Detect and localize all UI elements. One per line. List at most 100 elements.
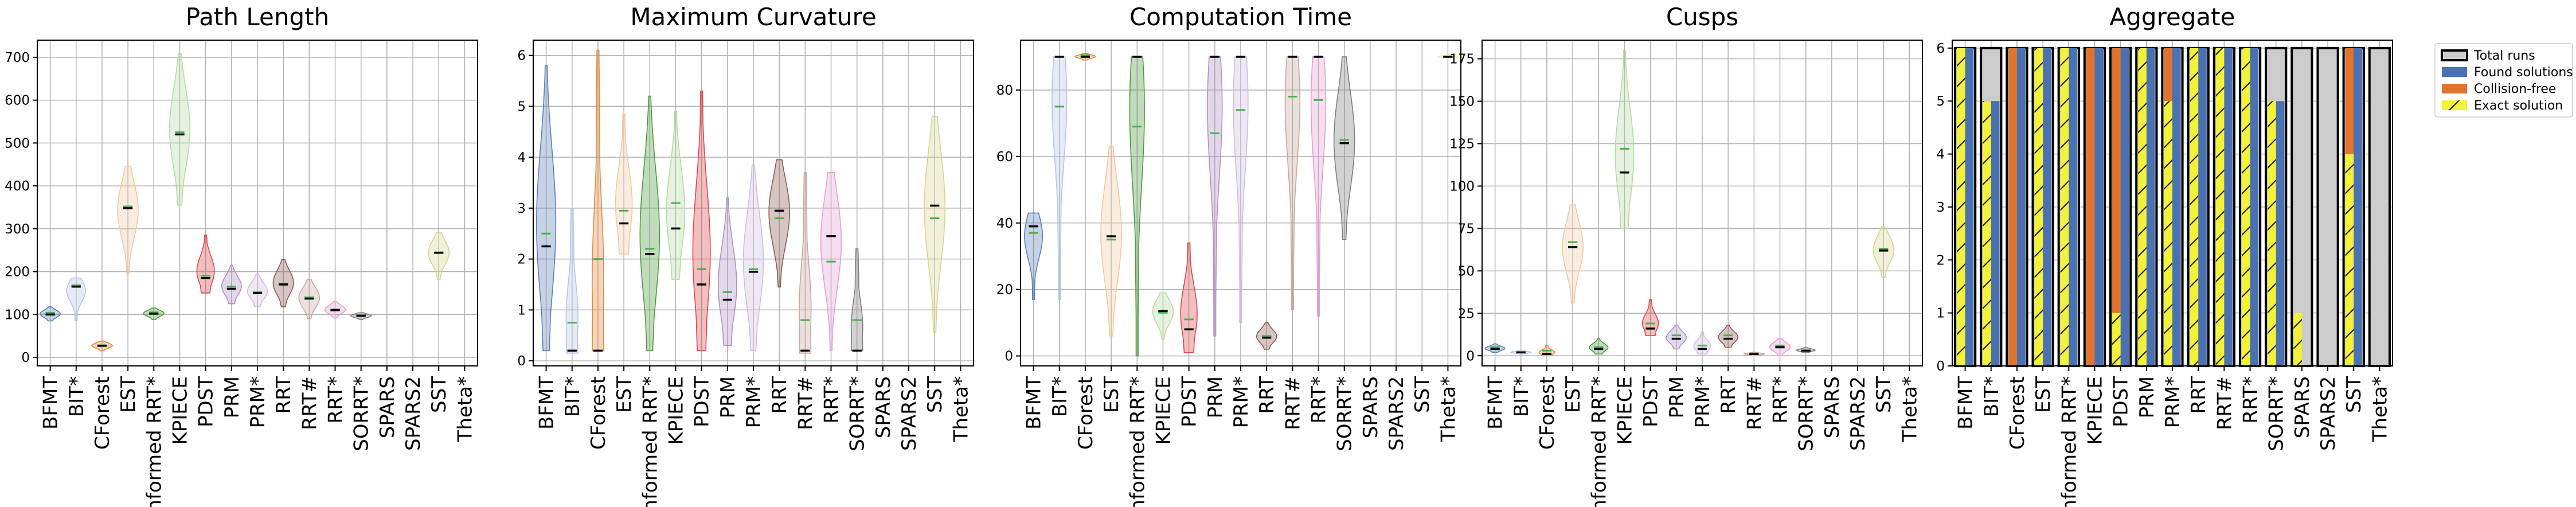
x-tick-label-pdst: PDST: [1178, 376, 1201, 427]
x-tick-label-sorrt-star: SORRT*: [1334, 376, 1357, 451]
violin-prm: [1207, 56, 1223, 337]
x-tick-label-sst: SST: [1873, 376, 1895, 413]
x-tick-label-cforest: CForest: [91, 376, 114, 450]
violin-prm-star: [742, 164, 764, 352]
violin-prm-star: [247, 273, 268, 307]
y-tick-label: 6: [517, 49, 526, 64]
violin-est: [1100, 146, 1122, 337]
x-tick-label-est: EST: [613, 376, 636, 413]
bar-collision-free-kpiece: [2086, 48, 2095, 366]
bar-exact-hatch-rrt-sharp: [2215, 48, 2225, 366]
x-tick-label-sst: SST: [2343, 376, 2366, 413]
x-tick-label-sorrt-star: SORRT*: [1795, 376, 1818, 451]
y-tick-label: 60: [996, 150, 1013, 165]
y-tick-label: 4: [1936, 147, 1945, 162]
violin-pdst: [196, 235, 215, 294]
legend-swatch-found-solutions: [2442, 67, 2467, 77]
y-tick-label: 150: [1449, 95, 1475, 110]
y-tick-label: 5: [517, 99, 526, 114]
violin-rrt-star: [1310, 56, 1327, 317]
violin-est: [1562, 204, 1584, 304]
x-tick-label-kpiece: KPIECE: [1152, 376, 1175, 445]
violin-pdst: [692, 91, 711, 352]
x-tick-label-rrt-star: RRT*: [1769, 376, 1792, 424]
panel-cusps: Cusps 0 25 50 75 100 125 150 175 BFMT BIT* CForest E…: [1449, 3, 1923, 507]
x-tick-label-cforest: CForest: [1074, 376, 1097, 450]
x-tick-label-rrt-sharp: RRT#: [2213, 376, 2236, 430]
legend-label-found-solutions: Found solutions: [2474, 65, 2573, 80]
bar-collision-free-cforest: [2008, 48, 2017, 366]
y-tick-label: 4: [517, 150, 526, 165]
y-tick-label: 2: [1936, 253, 1945, 268]
bar-exact-hatch-prm-star: [2164, 101, 2172, 366]
x-tick-label-cforest: CForest: [587, 376, 610, 450]
legend-label-exact-solution: Exact solution: [2474, 99, 2563, 113]
x-tick-label-prm: PRM: [2136, 376, 2159, 418]
x-tick-label-spars: SPARS: [2291, 376, 2314, 438]
bar-exact-hatch-est: [2034, 48, 2043, 366]
x-tick-label-sst: SST: [924, 376, 947, 413]
x-tick-label-spars2: SPARS2: [1385, 376, 1408, 451]
x-tick-label-est: EST: [1562, 376, 1585, 413]
y-tick-label: 200: [5, 265, 30, 280]
violin-informed-rrt-star: [639, 95, 660, 352]
x-tick-label-sst: SST: [428, 376, 451, 413]
x-tick-label-bfmt: BFMT: [1023, 376, 1046, 430]
x-tick-label-bfmt: BFMT: [1955, 376, 1977, 430]
x-tick-label-bfmt: BFMT: [40, 376, 62, 430]
y-tick-label: 1: [1936, 306, 1945, 321]
violin-sst: [1873, 226, 1895, 279]
x-tick-label-cforest: CForest: [2006, 376, 2029, 450]
violin-cforest: [592, 50, 604, 352]
x-tick-label-theta-star: Theta*: [949, 376, 972, 442]
violin-kpiece: [666, 111, 686, 280]
x-tick-label-theta-star: Theta*: [454, 376, 476, 442]
x-tick-label-prm: PRM: [717, 376, 740, 418]
x-tick-label-spars: SPARS: [872, 376, 895, 438]
x-tick-label-sorrt-star: SORRT*: [350, 376, 373, 451]
violin-prm: [221, 264, 242, 305]
x-tick-label-theta-star: Theta*: [2368, 376, 2391, 442]
x-tick-label-spars: SPARS: [376, 376, 399, 438]
y-tick-label: 125: [1449, 136, 1475, 151]
x-tick-label-prm-star: PRM*: [1691, 376, 1714, 428]
legend-box: [2434, 43, 2573, 118]
x-tick-label-rrt-star: RRT*: [325, 376, 347, 424]
x-tick-label-spars: SPARS: [1821, 376, 1844, 438]
panel-aggregate: Aggregate 0 1 2 3 4 5 6 BFMT BIT* CForest EST Inform…: [1936, 3, 2393, 507]
x-tick-label-informed-rrt-star: Informed RRT*: [639, 376, 662, 507]
y-tick-label: 2: [517, 252, 526, 267]
x-tick-label-informed-rrt-star: Informed RRT*: [1126, 376, 1149, 507]
y-tick-label: 0: [1004, 349, 1013, 364]
violin-bit-star: [1051, 56, 1068, 300]
legend-label-total-runs: Total runs: [2473, 49, 2535, 63]
y-tick-label: 6: [1936, 41, 1945, 56]
violin-prm-star: [1693, 331, 1711, 355]
y-tick-label: 1: [517, 303, 526, 318]
y-tick-label: 0: [21, 350, 30, 365]
violin-prm: [717, 197, 737, 346]
x-tick-label-prm-star: PRM*: [247, 376, 269, 428]
x-tick-label-theta-star: Theta*: [1898, 376, 1921, 442]
y-tick-label: 0: [1466, 349, 1475, 364]
x-tick-label-informed-rrt-star: Informed RRT*: [2058, 376, 2081, 507]
x-tick-label-bfmt: BFMT: [1484, 376, 1507, 430]
panel-title: Path Length: [186, 3, 329, 31]
violin-kpiece: [1615, 50, 1635, 229]
y-tick-label: 3: [1936, 200, 1945, 215]
violin-bit-star: [66, 277, 86, 322]
x-tick-label-kpiece: KPIECE: [664, 376, 687, 445]
x-tick-label-kpiece: KPIECE: [1613, 376, 1636, 445]
violin-pdst: [1641, 299, 1659, 336]
bar-exact-hatch-sst: [2345, 154, 2354, 366]
x-tick-label-est: EST: [117, 376, 140, 413]
violin-bit-star: [565, 208, 579, 354]
panel-title: Aggregate: [2110, 3, 2235, 31]
violin-prm: [1666, 325, 1687, 350]
x-tick-label-est: EST: [1100, 376, 1123, 413]
violin-est: [615, 113, 633, 255]
y-tick-label: 100: [1449, 179, 1475, 194]
x-tick-label-rrt: RRT: [1256, 376, 1279, 414]
panel-title: Cusps: [1666, 3, 1738, 31]
bar-exact-hatch-bit-star: [1983, 101, 1991, 366]
